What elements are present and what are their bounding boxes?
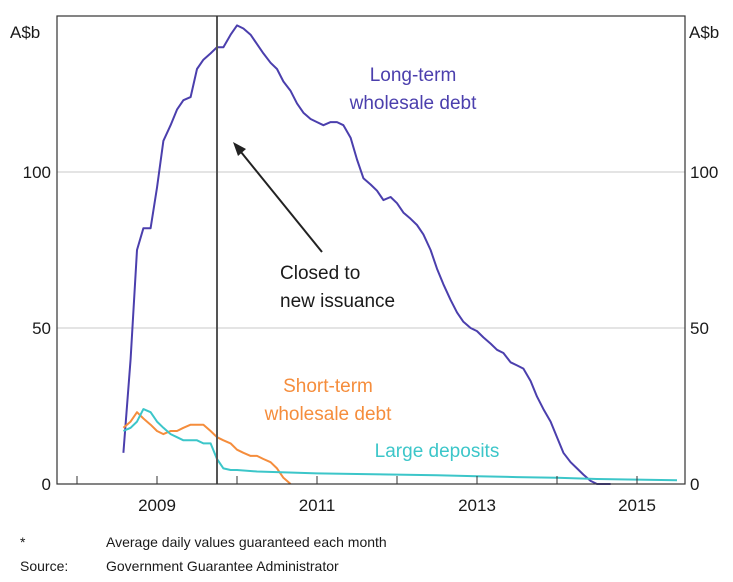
series-label-long-term-wholesale-debt-1: wholesale debt	[349, 93, 477, 114]
y-unit-left: A$b	[10, 23, 40, 42]
footnote: * Average daily values guaranteed each mo…	[20, 534, 387, 550]
series-labels: Long-term wholesale debt Short-term wholesa…	[264, 65, 500, 462]
series-label-short-term-wholesale-debt-1: wholesale debt	[264, 404, 392, 425]
y-tick-right-100: 100	[690, 163, 718, 182]
tick-labels: 0 0 50 50 100 100 2009 2011 2013 2015	[23, 163, 719, 515]
y-unit-right: A$b	[689, 23, 719, 42]
annotation-line-0: Closed to	[280, 263, 360, 284]
x-tick-2009: 2009	[138, 496, 176, 515]
footnote-text: Average daily values guaranteed each mon…	[106, 534, 387, 550]
series-label-long-term-wholesale-debt-0: Long-term	[370, 65, 457, 86]
gridlines	[57, 171, 685, 329]
annotation-arrow-head	[233, 142, 246, 156]
series-line-short-term-wholesale-debt	[122, 411, 292, 485]
y-tick-right-50: 50	[690, 319, 709, 338]
y-tick-left-100: 100	[23, 163, 51, 182]
annotation-arrow-shaft	[240, 151, 323, 253]
y-tick-left-0: 0	[42, 475, 51, 494]
plot-frame	[56, 15, 686, 485]
footnote-mark: *	[20, 534, 26, 550]
x-tick-2013: 2013	[458, 496, 496, 515]
y-tick-left-50: 50	[32, 319, 51, 338]
plot-border	[56, 15, 686, 485]
line-chart: 0 0 50 50 100 100 2009 2011 2013 2015 A$b A$b Lon…	[10, 15, 719, 515]
source-note: Source: Government Guarantee Administrato…	[20, 558, 339, 574]
closed-annotation: Closed to new issuance	[233, 142, 395, 312]
annotation-line-1: new issuance	[280, 291, 395, 312]
source-label: Source:	[20, 558, 69, 574]
series-label-large-deposits-0: Large deposits	[375, 441, 500, 462]
series-line-long-term-wholesale-debt	[122, 24, 611, 485]
x-tick-2011: 2011	[299, 496, 336, 515]
x-tick-2015: 2015	[618, 496, 656, 515]
y-tick-right-0: 0	[690, 475, 699, 494]
source-text: Government Guarantee Administrator	[106, 558, 339, 574]
series-label-short-term-wholesale-debt-0: Short-term	[283, 376, 373, 397]
